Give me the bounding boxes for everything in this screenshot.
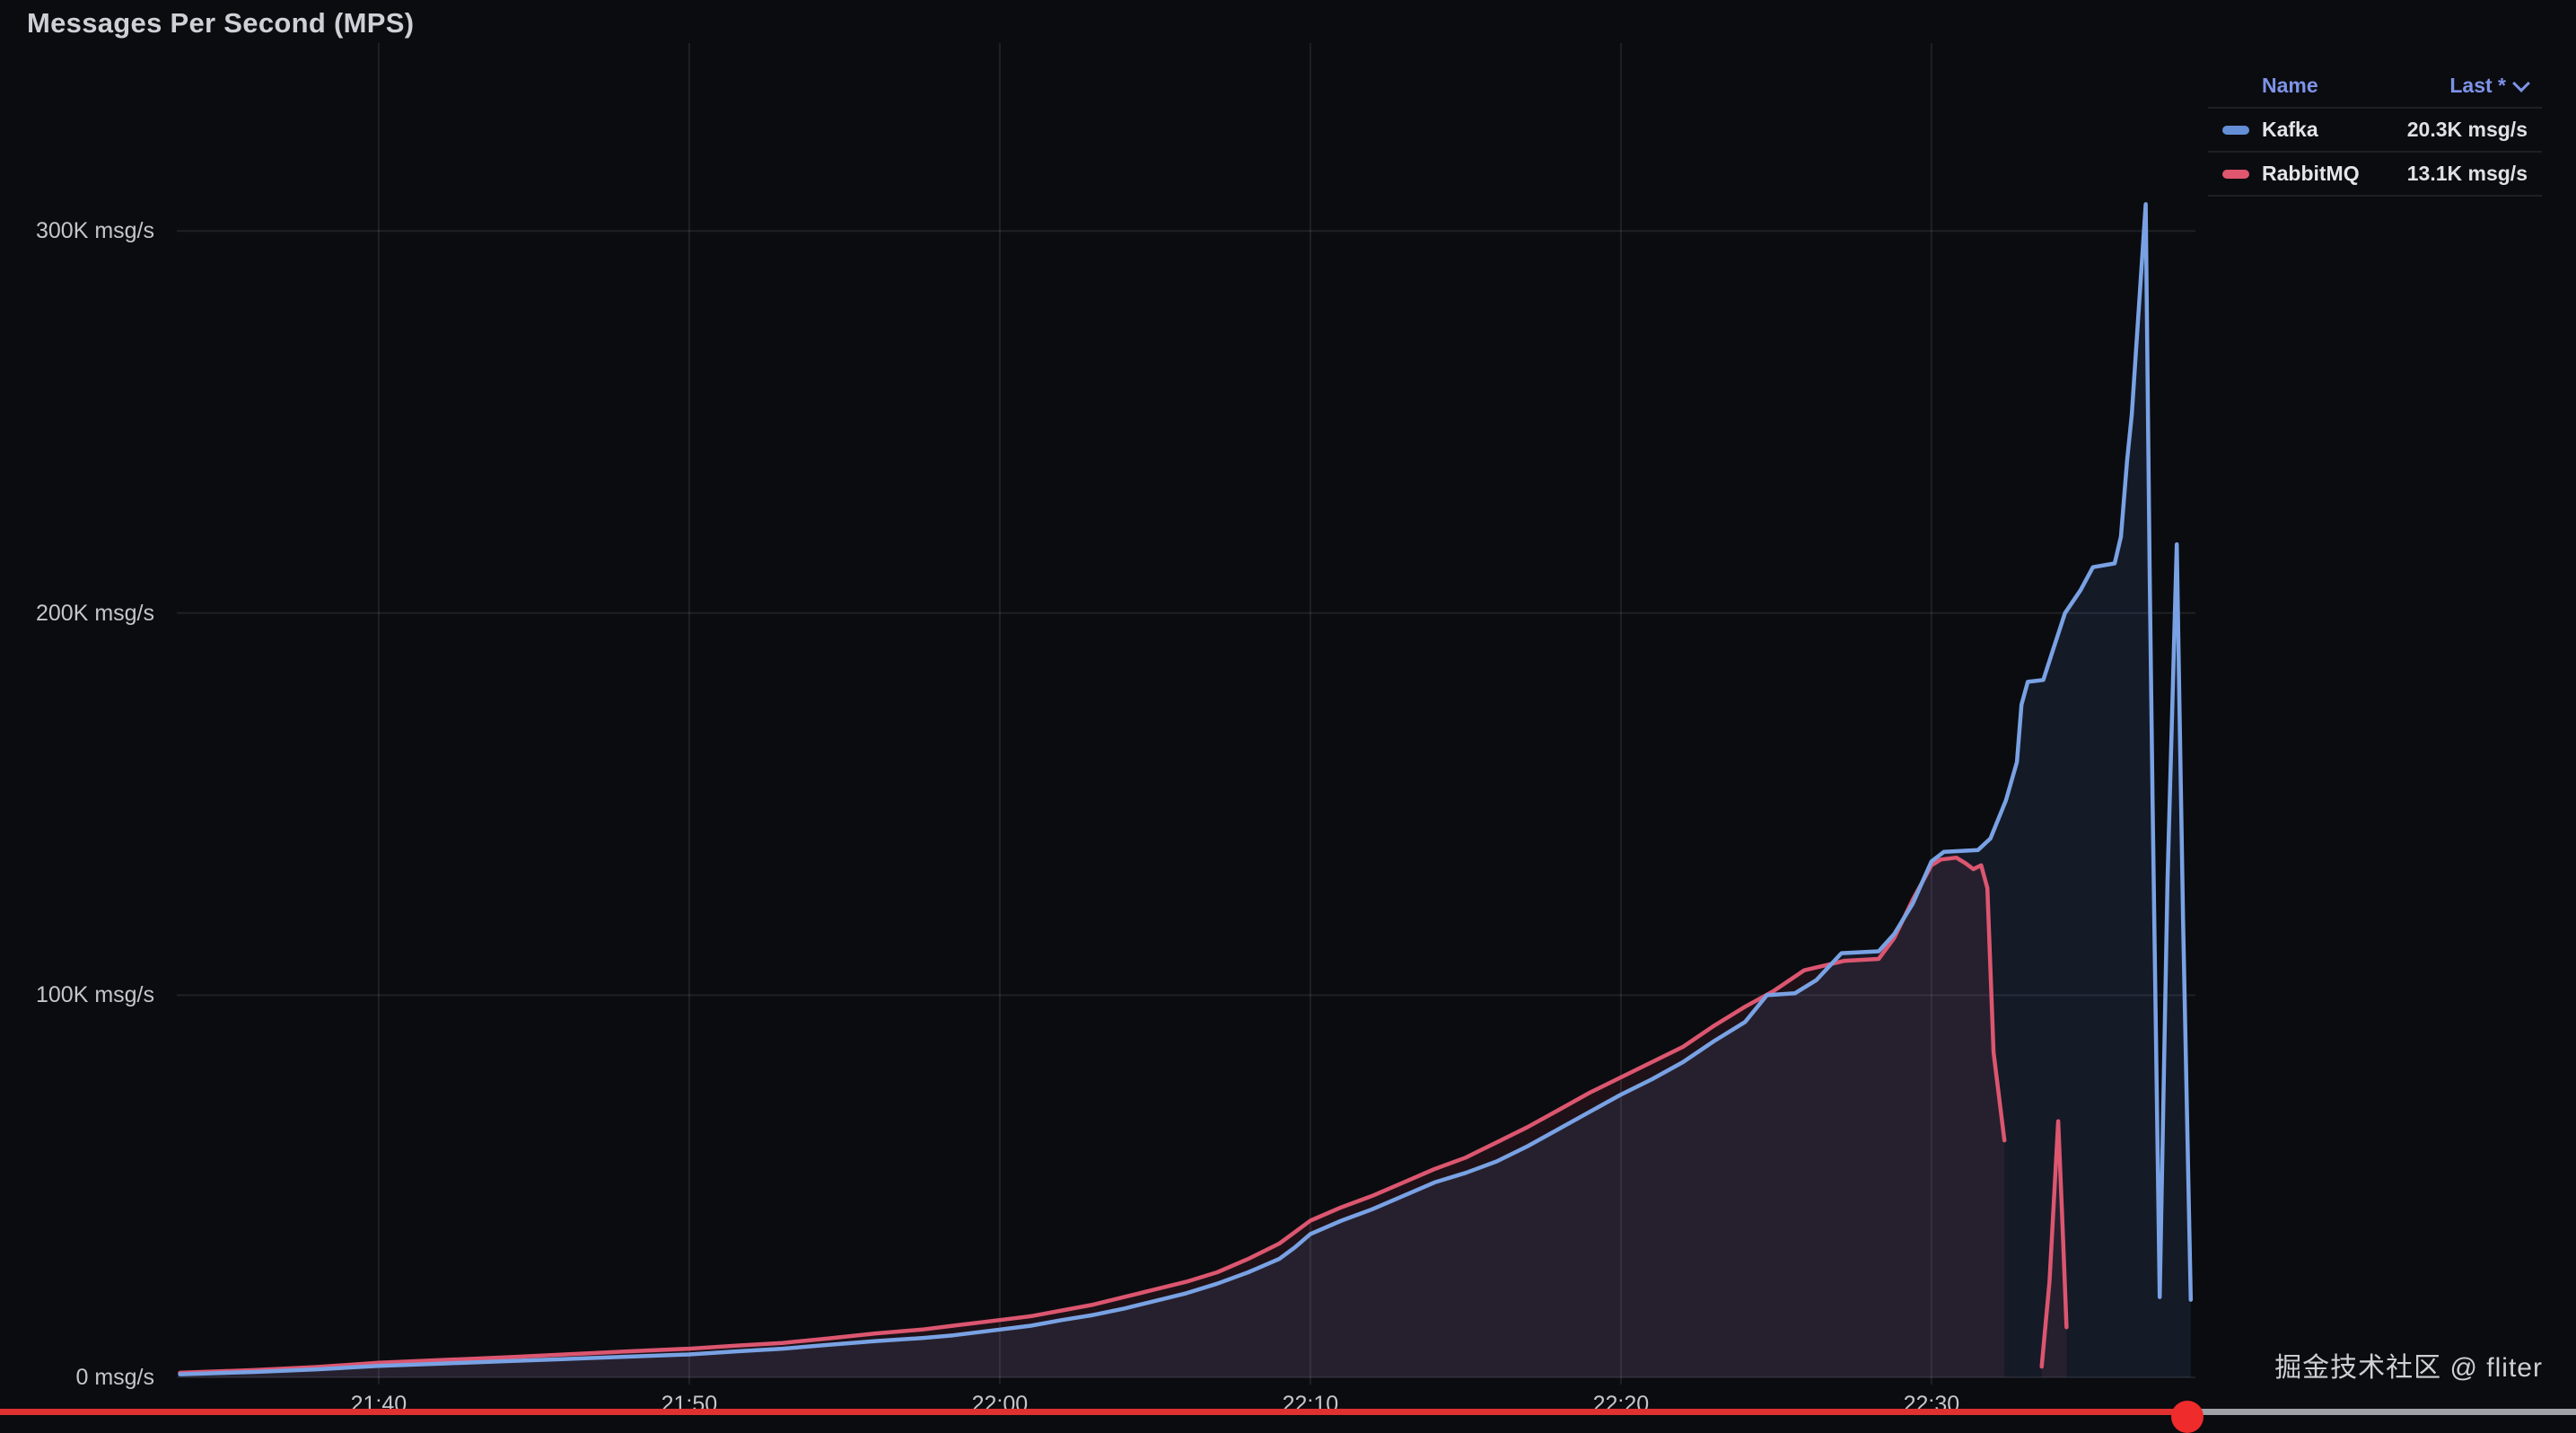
y-axis-label: 300K msg/s [35, 218, 154, 244]
legend-series-name[interactable]: Kafka [2262, 118, 2318, 141]
series-color-dash-icon [2222, 125, 2249, 135]
legend-header-last[interactable]: Last * [2449, 74, 2542, 98]
legend-last-value: 20.3K msg/s [2406, 118, 2528, 141]
playhead-dot[interactable] [2170, 1401, 2204, 1433]
y-axis-label: 200K msg/s [35, 600, 154, 626]
kafka-area-fill [180, 204, 2191, 1377]
progress-played-segment [0, 1409, 2187, 1415]
panel-title[interactable]: Messages Per Second (MPS) [27, 7, 415, 39]
rabbitmq-area-fill [180, 857, 2005, 1377]
legend-header-name[interactable]: Name [2262, 74, 2318, 97]
sort-caret-down-icon [2512, 74, 2530, 92]
video-progress-bar[interactable] [0, 1401, 2576, 1433]
legend-header-row: Name Last * [2208, 65, 2542, 109]
legend-row-kafka[interactable]: Kafka 20.3K msg/s [2208, 109, 2542, 153]
kafka-line [178, 202, 2194, 1376]
progress-remaining-segment [2186, 1409, 2576, 1415]
rabbitmq-line [2039, 1119, 2069, 1369]
series-color-dash-icon [2222, 169, 2249, 179]
y-axis-label: 100K msg/s [35, 982, 154, 1008]
watermark: 掘金技术社区 @ fliter [2274, 1353, 2543, 1383]
legend-row-rabbitmq[interactable]: RabbitMQ 13.1K msg/s [2208, 153, 2542, 197]
legend-header-last-label: Last * [2449, 74, 2506, 97]
legend-series-name[interactable]: RabbitMQ [2262, 162, 2360, 185]
legend-last-value: 13.1K msg/s [2406, 162, 2528, 185]
y-axis-label: 0 msg/s [75, 1365, 154, 1390]
legend-table: Name Last * Kafka 20.3K msg/s RabbitMQ 13.1… [2208, 65, 2542, 197]
